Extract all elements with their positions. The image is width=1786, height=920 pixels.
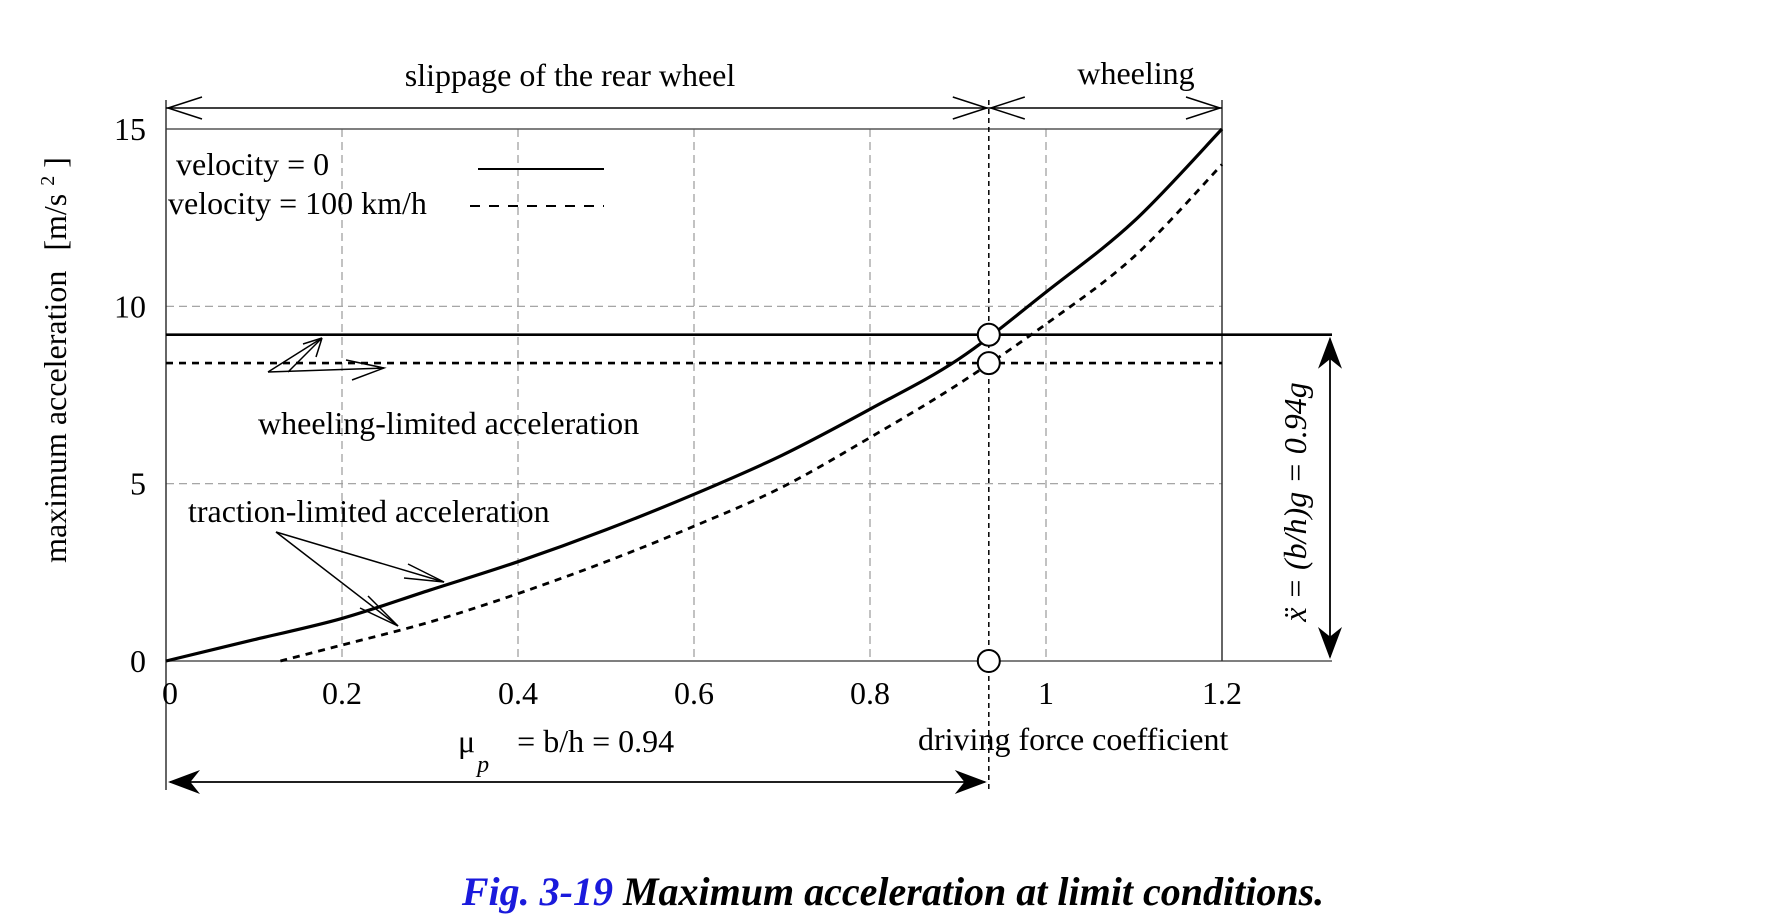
legend: velocity = 0 velocity = 100 km/h: [168, 146, 604, 221]
wheeling-pointer-dashed-head: [345, 359, 387, 381]
wheeling-pointer-dashed-shaft: [267, 367, 385, 373]
accel-arrow-up: [1318, 336, 1342, 369]
legend-entry-dashed: velocity = 100 km/h: [168, 185, 427, 221]
intersection-marker-2: [976, 649, 1001, 673]
plot-frame: [165, 100, 1332, 790]
intersection-marker-0: [976, 322, 1001, 347]
region-slippage-label: slippage of the rear wheel: [405, 57, 736, 93]
x-tick-label-5: 1: [1038, 675, 1054, 711]
mu-formula: = b/h = 0.94: [517, 723, 674, 759]
mu-subscript: p: [475, 752, 489, 778]
wheeling-pointer-solid-shaft: [267, 337, 323, 373]
x-tick-labels: 0 0.2 0.4 0.6 0.8 1 1.2: [162, 675, 1242, 711]
x-tick-label-2: 0.4: [498, 675, 538, 711]
mu-arrow-left: [168, 770, 200, 794]
acceleration-formula: ẍ = (b/h)g = 0.94g: [1277, 382, 1313, 623]
traction-pointer-dashed-shaft: [275, 531, 399, 627]
wheeling-limit-layer: [166, 333, 1332, 365]
x-tick-label-3: 0.6: [674, 675, 714, 711]
mu-arrow-right: [954, 770, 987, 794]
figure-title: Maximum acceleration at limit conditions…: [622, 869, 1325, 914]
slippage-arrow-right: [952, 96, 990, 120]
y-axis-unit-open: [m/s: [37, 194, 73, 251]
figure-caption: Fig. 3-19 Maximum acceleration at limit …: [0, 872, 1786, 912]
wheeling-arrow-right: [1185, 96, 1223, 120]
y-tick-label-2: 10: [114, 288, 146, 324]
y-tick-labels: 0 5 10 15: [114, 111, 146, 679]
region-wheeling-label: wheeling: [1077, 55, 1194, 91]
traction-pointer-solid-head: [403, 563, 445, 583]
legend-entry-solid: velocity = 0: [176, 146, 329, 182]
slippage-arrow-left: [165, 96, 203, 120]
traction-pointer-dashed-head: [359, 595, 399, 627]
figure-number: Fig. 3-19: [461, 869, 613, 914]
wheeling-arrow-left: [988, 96, 1026, 120]
x-tick-label-0: 0: [162, 675, 178, 711]
wheeling-limited-label: wheeling-limited acceleration: [258, 405, 639, 441]
traction-limited-label: traction-limited acceleration: [188, 493, 550, 529]
y-axis-unit-close: ]: [37, 157, 73, 168]
marker-layer: [976, 322, 1001, 673]
series-layer: [165, 127, 1224, 663]
grid: [166, 129, 1222, 661]
wheeling-pointer-solid: [287, 337, 323, 373]
y-tick-label-1: 5: [130, 466, 146, 502]
series-line-velocity-100: [280, 163, 1224, 663]
y-axis-label: maximum acceleration [m/s 2 ]: [25, 157, 73, 563]
intersection-marker-1: [976, 351, 1001, 376]
y-axis-unit-exp: 2: [37, 176, 59, 186]
y-tick-label-3: 15: [114, 111, 146, 147]
mu-symbol: μ: [458, 723, 475, 759]
y-axis-label-text: maximum acceleration: [37, 271, 73, 563]
annotation-arrows: [165, 96, 1342, 794]
accel-arrow-down: [1318, 627, 1342, 659]
x-axis-label: driving force coefficient: [918, 721, 1228, 757]
y-tick-label-0: 0: [130, 643, 146, 679]
x-tick-label-6: 1.2: [1202, 675, 1242, 711]
x-tick-label-4: 0.8: [850, 675, 890, 711]
series-line-velocity-0: [165, 127, 1224, 663]
mu-p-label: μ p = b/h = 0.94: [458, 723, 674, 779]
x-tick-label-1: 0.2: [322, 675, 362, 711]
traction-pointer-solid-shaft: [275, 531, 445, 583]
